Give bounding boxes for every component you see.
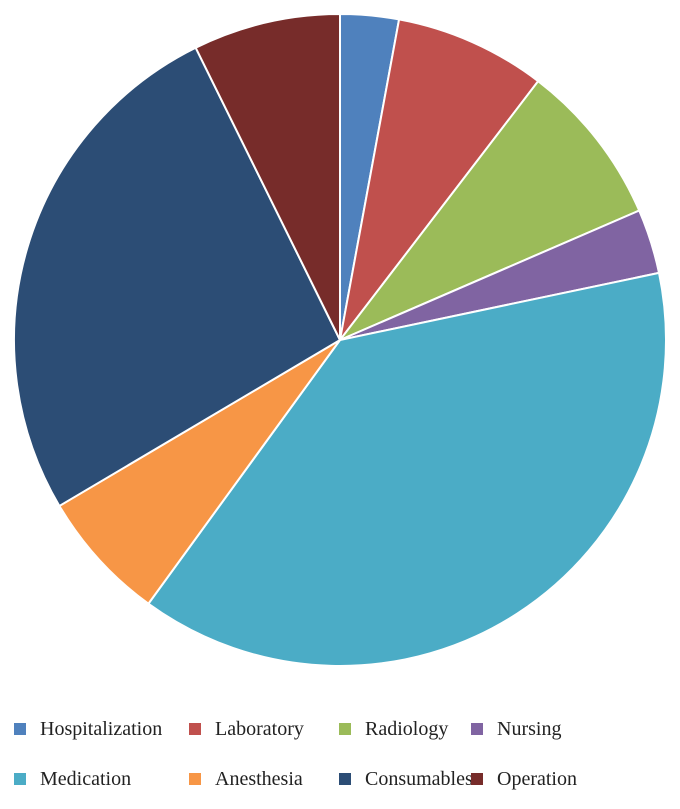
pie-slice-laboratory: [339, 18, 540, 341]
pie-slice-medication: [147, 271, 667, 667]
pie-slice-consumables: [13, 46, 341, 507]
legend-label: Anesthesia: [215, 768, 303, 790]
legend-swatch: [471, 723, 483, 735]
legend: Hospitalization Laboratory Radiology Nursin…: [14, 716, 674, 792]
legend-label: Laboratory: [215, 718, 304, 740]
legend-swatch: [471, 773, 483, 785]
legend-label: Operation: [497, 768, 577, 790]
legend-item-anesthesia: Anesthesia: [189, 766, 339, 792]
legend-label: Radiology: [365, 718, 449, 740]
legend-swatch: [339, 723, 351, 735]
legend-label: Medication: [40, 768, 132, 790]
legend-label: Hospitalization: [40, 718, 163, 740]
legend-swatch: [189, 723, 201, 735]
legend-swatch: [14, 723, 26, 735]
legend-item-medication: Medication: [14, 766, 189, 792]
legend-label: Consumables: [365, 768, 473, 790]
legend-item-consumables: Consumables: [339, 766, 473, 792]
pie-slice-anesthesia: [58, 339, 341, 605]
legend-item-laboratory: Laboratory: [189, 716, 339, 742]
pie-chart: [13, 13, 667, 667]
legend-item-operation: Operation: [471, 766, 631, 792]
legend-item-nursing: Nursing: [471, 716, 631, 742]
pie-slice-radiology: [339, 80, 641, 341]
pie-slices: [13, 13, 667, 667]
legend-label: Nursing: [497, 718, 562, 740]
pie-slice-operation: [194, 13, 341, 341]
legend-item-radiology: Radiology: [339, 716, 471, 742]
legend-swatch: [14, 773, 26, 785]
legend-swatch: [339, 773, 351, 785]
legend-swatch: [189, 773, 201, 785]
legend-item-hospitalization: Hospitalization: [14, 716, 189, 742]
